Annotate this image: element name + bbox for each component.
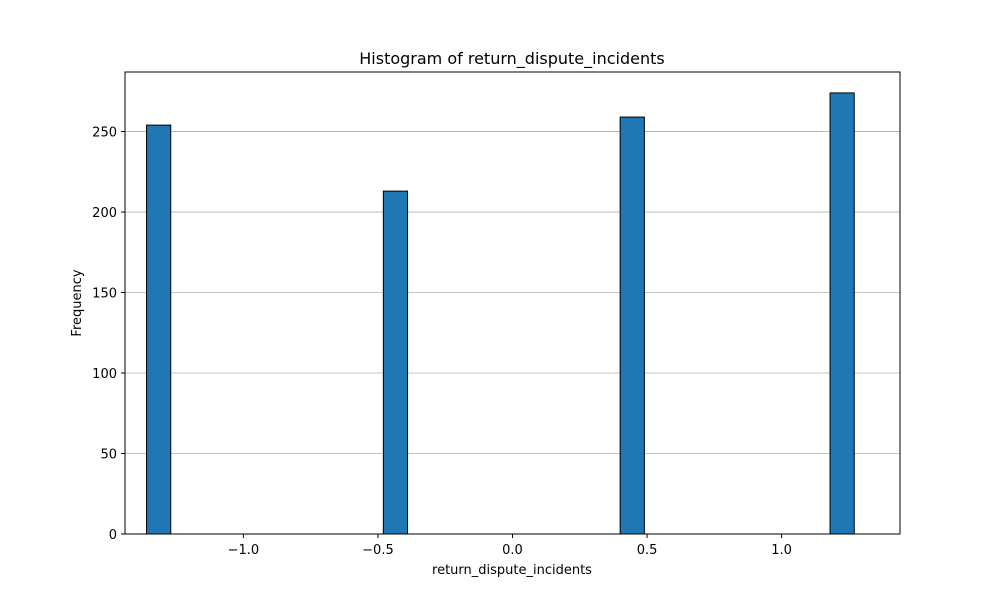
x-tick-label: −1.0 — [228, 543, 260, 558]
histogram-bar — [382, 190, 409, 535]
histogram-bar — [829, 92, 855, 535]
axes: −1.0 −0.5 0.0 0.5 1.0 0 50 100 150 200 250 — [92, 71, 901, 558]
x-tick-label: 1.0 — [771, 543, 792, 558]
y-tick-label: 100 — [92, 367, 117, 382]
bars — [146, 92, 855, 535]
y-tick-label: 50 — [100, 448, 117, 463]
x-axis-label: return_dispute_incidents — [432, 563, 592, 578]
x-tick-label: 0.0 — [502, 543, 523, 558]
chart-text: Histogram of return_dispute_incidents re… — [70, 49, 665, 578]
chart-title: Histogram of return_dispute_incidents — [359, 49, 664, 69]
gridlines — [125, 131, 900, 535]
x-tick-label: −0.5 — [362, 543, 394, 558]
y-axis-label: Frequency — [70, 269, 85, 336]
plot-frame — [124, 71, 901, 535]
histogram-bar — [146, 124, 172, 535]
y-tick-label: 250 — [92, 126, 117, 141]
histogram-bar — [619, 116, 645, 535]
y-tick-label: 200 — [92, 206, 117, 221]
x-tick-label: 0.5 — [637, 543, 658, 558]
y-tick-label: 150 — [92, 287, 117, 302]
y-tick-label: 0 — [109, 528, 117, 543]
